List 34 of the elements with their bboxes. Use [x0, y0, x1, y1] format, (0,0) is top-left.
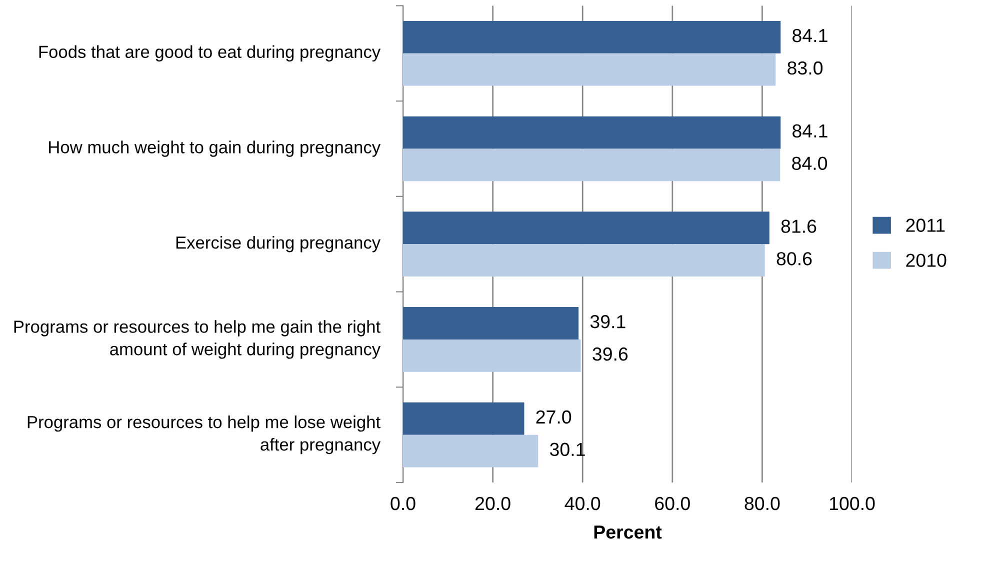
data-label: 83.0 [788, 61, 823, 75]
y-tick-label: Programs or resources to help me gain the right amount of weight during pregnancy [14, 320, 381, 359]
legend-label: 2011 [906, 218, 945, 232]
data-label: 84.1 [792, 124, 828, 138]
data-label: 84.0 [792, 156, 828, 170]
bar [403, 307, 579, 340]
x-axis-title: Percent [594, 526, 662, 539]
bar [403, 402, 524, 435]
data-label: 30.1 [550, 442, 585, 456]
data-label: 39.1 [590, 315, 626, 328]
bar [403, 434, 538, 468]
x-tick-label: 80.0 [744, 496, 780, 510]
y-tick-label: Foods that are good to eat during pregnancy [39, 45, 381, 62]
y-tick-label: How much weight to gain during pregnancy [49, 140, 381, 157]
data-label: 39.6 [592, 347, 628, 361]
x-tick-label: 40.0 [564, 496, 600, 510]
bar [403, 20, 781, 54]
legend-label: 2010 [906, 254, 946, 267]
data-label: 80.6 [776, 252, 812, 266]
x-tick-label: 60.0 [655, 496, 690, 510]
x-tick-label: 0.0 [390, 496, 416, 510]
bar [403, 244, 765, 277]
x-tick-label: 20.0 [476, 496, 510, 510]
bar [403, 116, 781, 149]
data-label: 84.1 [792, 28, 828, 42]
data-label: 81.6 [781, 220, 816, 233]
y-tick-label: Exercise during pregnancy [176, 236, 381, 252]
bar [403, 148, 780, 182]
y-tick-label: Programs or resources to help me lose weight after pregnancy [28, 415, 381, 454]
bar [403, 53, 776, 86]
data-label: 27.0 [536, 410, 572, 424]
bar [403, 212, 770, 244]
x-tick-label: 100.0 [830, 496, 875, 510]
bar [403, 339, 581, 372]
